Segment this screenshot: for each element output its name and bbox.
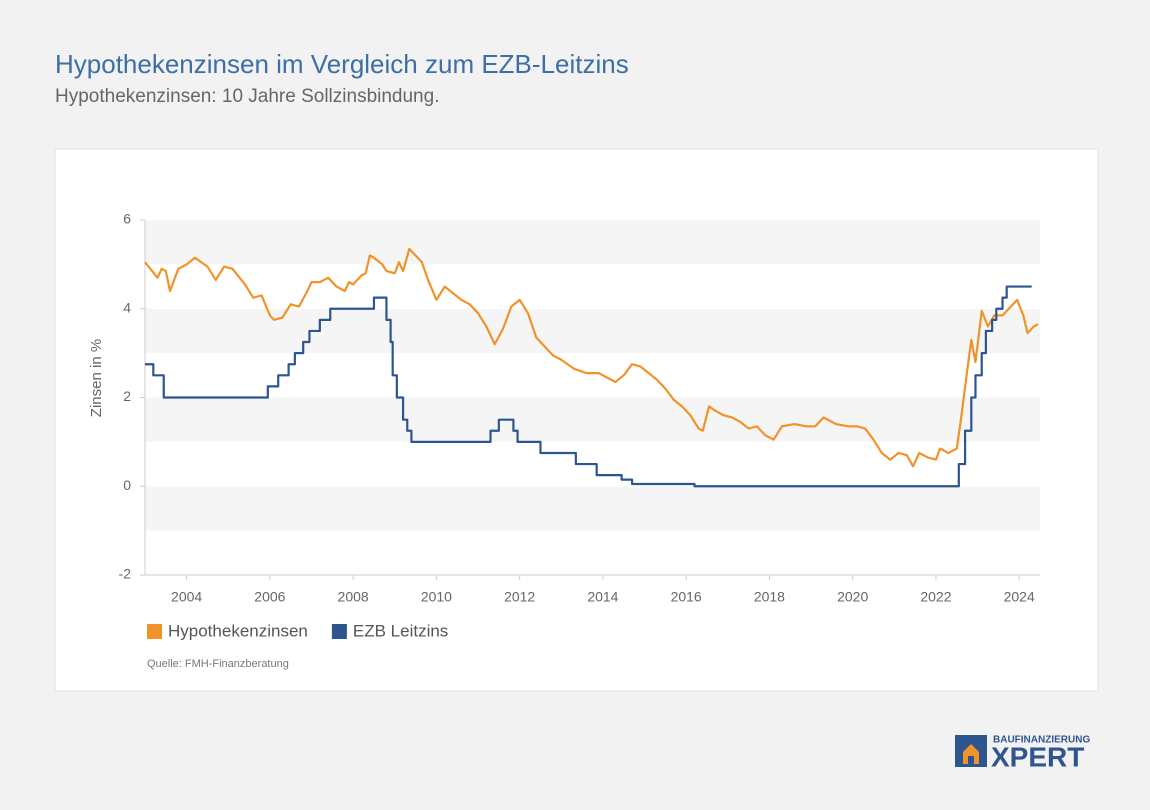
- band: [145, 486, 1040, 531]
- series-line: [144, 247, 1039, 468]
- x-tick-label: 2022: [920, 589, 951, 605]
- x-tick-label: 2016: [671, 589, 702, 605]
- band: [145, 308, 1040, 354]
- legend-swatch: [147, 624, 162, 639]
- logo-bottom: XPERT: [991, 741, 1084, 772]
- series-line: [145, 285, 1032, 488]
- x-tick-label: 2012: [504, 589, 535, 605]
- logo: BAUFINANZIERUNG XPERT: [955, 735, 1090, 772]
- y-tick-label: 6: [123, 211, 131, 227]
- plot: -2 0 2 4 6 2004 2006 2008 2010 2012 2014 2016 2018 20…: [119, 211, 1040, 640]
- band: [145, 264, 1040, 309]
- y-tick-label: 2: [123, 388, 131, 404]
- x-tick-label: 2010: [421, 589, 452, 605]
- title: Hypothekenzinsen im Vergleich zum EZB-Le…: [55, 49, 629, 79]
- source: Quelle: FMH-Finanzberatung: [147, 658, 289, 670]
- legend-label: EZB Leitzins: [353, 621, 448, 640]
- y-axis-label: Zinsen in %: [88, 339, 105, 417]
- x-tick-label: 2014: [587, 589, 618, 605]
- logo-top: BAUFINANZIERUNG: [993, 735, 1090, 746]
- x-tick-label: 2006: [254, 589, 285, 605]
- band: [145, 397, 1040, 442]
- x-tick-label: 2024: [1004, 589, 1035, 605]
- y-tick-label: 4: [123, 299, 131, 315]
- logo-door: [968, 756, 974, 764]
- x-tick-label: 2020: [837, 589, 868, 605]
- band: [145, 530, 1040, 575]
- x-tick-label: 2004: [171, 589, 202, 605]
- legend-label: Hypothekenzinsen: [168, 621, 308, 640]
- y-tick-label: 0: [123, 477, 131, 493]
- x-tick-label: 2008: [338, 589, 369, 605]
- subtitle: Hypothekenzinsen: 10 Jahre Sollzinsbindu…: [55, 86, 439, 107]
- logo-house: [963, 744, 979, 764]
- legend-swatch: [331, 624, 347, 639]
- x-tick-label: 2018: [754, 589, 785, 605]
- band: [145, 220, 1040, 265]
- y-tick-label: -2: [119, 566, 132, 582]
